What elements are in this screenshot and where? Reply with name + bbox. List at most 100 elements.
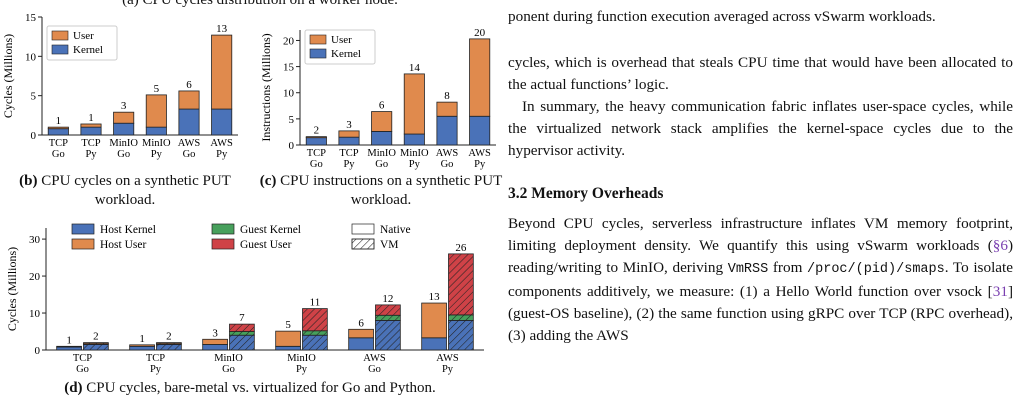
x-tick-label: AWS: [210, 138, 233, 149]
bar-vm-host-kernel-hatch: [375, 320, 401, 350]
bar-kernel: [436, 115, 458, 146]
data-label: 12: [382, 293, 393, 305]
bar-vm-guest-user-hatch: [375, 304, 401, 316]
x-tick-label: Py: [216, 149, 228, 160]
bar-vm-host-kernel-hatch: [302, 335, 328, 350]
figure-a-caption: (a) CPU cycles distribution on a worker …: [122, 0, 398, 8]
x-tick-label: Go: [310, 159, 323, 170]
bar-native-host-kernel: [275, 345, 301, 351]
paragraph: Beyond CPU cycles, serverless infrastruc…: [508, 215, 1013, 344]
bar-kernel: [211, 108, 233, 136]
legend-swatch: [211, 223, 235, 235]
bar-native-host-user: [275, 330, 301, 347]
x-tick-label: TCP: [146, 353, 165, 364]
chart-b-caption: (b) CPU cycles on a synthetic PUT worklo…: [19, 173, 231, 208]
y-tick-label: 10: [25, 51, 37, 63]
legend-swatch: [309, 34, 327, 45]
legend-label: User: [331, 34, 352, 46]
data-label: 6: [358, 317, 364, 329]
legend-label: Host User: [100, 239, 146, 251]
section-heading: 3.2 Memory Overheads: [508, 185, 664, 202]
x-tick-label: MinIO: [214, 353, 243, 364]
bar-native-host-user: [202, 338, 228, 345]
legend-label: Guest Kernel: [240, 224, 301, 236]
x-tick-label: AWS: [363, 353, 386, 364]
x-tick-label: MinIO: [400, 148, 429, 159]
data-label: 2: [314, 125, 320, 137]
data-label: 5: [154, 83, 160, 95]
y-tick-label: 0: [289, 140, 295, 152]
y-tick-label: 0: [35, 345, 41, 357]
data-label: 3: [121, 100, 127, 112]
bar-native-host-kernel: [56, 346, 82, 351]
section-link[interactable]: §6: [992, 237, 1008, 254]
x-tick-label: Py: [151, 149, 163, 160]
bar-kernel: [113, 122, 135, 136]
data-label: 7: [239, 312, 245, 324]
bar-vm-guest-kernel-hatch: [375, 315, 401, 321]
data-label: 1: [66, 334, 72, 346]
bar-user: [305, 136, 327, 139]
data-label: 26: [455, 242, 467, 254]
data-label: 11: [310, 297, 321, 309]
y-tick-label: 20: [283, 35, 295, 47]
bar-user: [403, 73, 425, 135]
x-tick-label: MinIO: [109, 138, 138, 149]
legend-swatch: [309, 48, 327, 59]
bar-native-host-kernel: [129, 345, 155, 351]
x-tick-label: Py: [409, 159, 421, 170]
chart-c-cpu-instructions: 0 5 10 15 20 Instructions (Millions) 2 3 6 14 8 20 T…: [259, 27, 496, 170]
bar-vm-guest-kernel-hatch: [229, 331, 255, 336]
bar-vm-guest-kernel-hatch: [302, 330, 328, 336]
y-tick-label: 10: [29, 308, 41, 320]
x-tick-label: Go: [52, 149, 65, 160]
data-label: 6: [379, 100, 385, 112]
citation-link[interactable]: 31: [992, 283, 1008, 300]
legend-label: Host Kernel: [100, 224, 156, 236]
legend: Host Kernel Guest Kernel Native Host User Gu…: [71, 223, 411, 251]
x-tick-label: TCP: [307, 148, 326, 159]
bar-user: [178, 90, 200, 110]
legend-label: User: [73, 30, 94, 42]
legend-label: VM: [380, 239, 399, 251]
data-label: 3: [212, 327, 218, 339]
bar-user: [469, 38, 491, 117]
legend-label: Native: [380, 224, 411, 236]
text-fragment: ponent during function execution average…: [508, 8, 936, 25]
data-label: 1: [56, 115, 62, 127]
x-tick-label: TCP: [49, 138, 68, 149]
bar-kernel: [305, 137, 327, 146]
bar-native-host-user: [129, 344, 155, 347]
y-axis-label: Cycles (Millions): [5, 247, 19, 331]
x-tick-label: AWS: [468, 148, 491, 159]
data-label: 2: [93, 331, 99, 343]
legend: User Kernel: [304, 29, 376, 65]
x-tick-label: Go: [441, 159, 454, 170]
x-tick-label: Py: [474, 159, 486, 170]
legend-swatch: [351, 223, 375, 235]
body-text-column: ponent during function execution average…: [508, 0, 1013, 347]
bar-native-host-user: [56, 345, 82, 348]
paragraph: cycles, which is overhead that steals CP…: [508, 54, 1013, 93]
x-tick-label: Py: [343, 159, 355, 170]
x-tick-label: Py: [150, 364, 162, 375]
legend-swatch-hatch: [351, 238, 375, 250]
x-tick-label: TCP: [339, 148, 358, 159]
bar-vm-host-kernel-hatch: [156, 344, 182, 350]
y-tick-label: 15: [283, 62, 295, 74]
bar-kernel: [469, 115, 491, 146]
data-label: 13: [216, 23, 228, 35]
x-tick-label: AWS: [436, 148, 459, 159]
data-label: 8: [444, 90, 450, 102]
y-tick-label: 20: [29, 271, 41, 283]
bar-native-host-kernel: [421, 337, 447, 351]
legend-label: Kernel: [331, 48, 361, 60]
data-label: 6: [186, 79, 192, 91]
legend-label: Guest User: [240, 239, 292, 251]
legend: User Kernel: [46, 25, 118, 61]
x-tick-label: AWS: [436, 353, 459, 364]
x-tick-label: Go: [375, 159, 388, 170]
data-label: 20: [474, 27, 486, 39]
